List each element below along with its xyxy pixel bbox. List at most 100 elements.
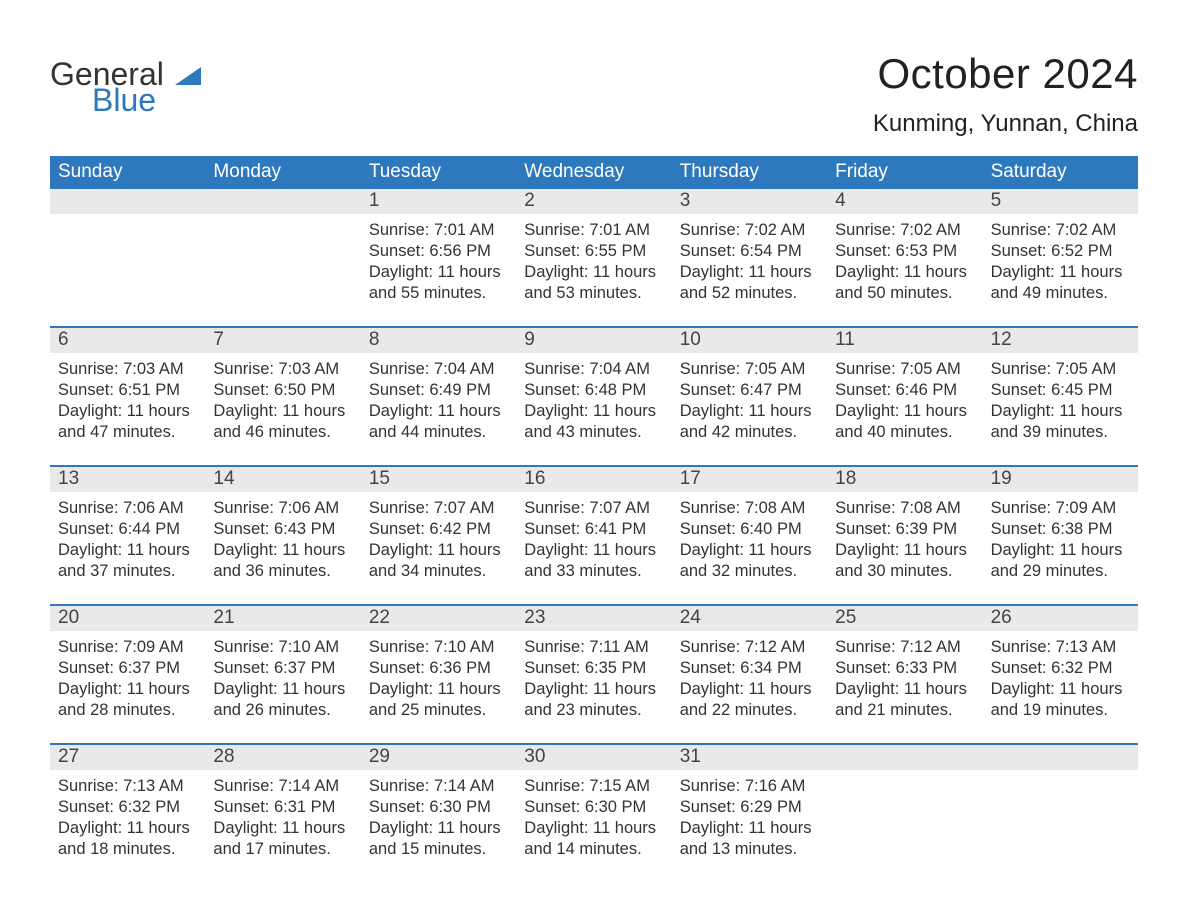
weekday-header: Saturday — [983, 156, 1138, 189]
day-number: 6 — [50, 328, 205, 353]
sunrise-line: Sunrise: 7:02 AM — [835, 220, 974, 241]
sunrise-line: Sunrise: 7:06 AM — [213, 498, 352, 519]
weeks-container: 12345Sunrise: 7:01 AMSunset: 6:56 PMDayl… — [50, 189, 1138, 866]
day-cell: Sunrise: 7:13 AMSunset: 6:32 PMDaylight:… — [50, 770, 205, 866]
day-number: 19 — [983, 467, 1138, 492]
daylight-line: Daylight: 11 hours and 18 minutes. — [58, 818, 197, 860]
sunrise-line: Sunrise: 7:09 AM — [58, 637, 197, 658]
day-number: 10 — [672, 328, 827, 353]
day-number: 29 — [361, 745, 516, 770]
sunrise-line: Sunrise: 7:07 AM — [369, 498, 508, 519]
daylight-line: Daylight: 11 hours and 23 minutes. — [524, 679, 663, 721]
sunset-line: Sunset: 6:40 PM — [680, 519, 819, 540]
sunrise-line: Sunrise: 7:13 AM — [991, 637, 1130, 658]
day-cell: Sunrise: 7:02 AMSunset: 6:54 PMDaylight:… — [672, 214, 827, 310]
weekday-header: Sunday — [50, 156, 205, 189]
day-number — [827, 745, 982, 770]
daylight-line: Daylight: 11 hours and 46 minutes. — [213, 401, 352, 443]
day-number: 14 — [205, 467, 360, 492]
logo-mark-icon — [175, 63, 201, 85]
day-cell: Sunrise: 7:13 AMSunset: 6:32 PMDaylight:… — [983, 631, 1138, 727]
daylight-line: Daylight: 11 hours and 22 minutes. — [680, 679, 819, 721]
day-number: 3 — [672, 189, 827, 214]
calendar-week: 20212223242526Sunrise: 7:09 AMSunset: 6:… — [50, 604, 1138, 727]
daylight-line: Daylight: 11 hours and 17 minutes. — [213, 818, 352, 860]
sunset-line: Sunset: 6:42 PM — [369, 519, 508, 540]
sunset-line: Sunset: 6:52 PM — [991, 241, 1130, 262]
daylight-line: Daylight: 11 hours and 13 minutes. — [680, 818, 819, 860]
sunset-line: Sunset: 6:33 PM — [835, 658, 974, 679]
day-cell: Sunrise: 7:06 AMSunset: 6:43 PMDaylight:… — [205, 492, 360, 588]
day-number: 26 — [983, 606, 1138, 631]
daylight-line: Daylight: 11 hours and 21 minutes. — [835, 679, 974, 721]
location: Kunming, Yunnan, China — [873, 110, 1138, 138]
sunrise-line: Sunrise: 7:07 AM — [524, 498, 663, 519]
sunrise-line: Sunrise: 7:03 AM — [58, 359, 197, 380]
day-cell: Sunrise: 7:06 AMSunset: 6:44 PMDaylight:… — [50, 492, 205, 588]
daylight-line: Daylight: 11 hours and 15 minutes. — [369, 818, 508, 860]
day-number: 9 — [516, 328, 671, 353]
day-number: 4 — [827, 189, 982, 214]
day-cell — [983, 770, 1138, 866]
logo-text-bottom: Blue — [92, 84, 201, 116]
day-cell: Sunrise: 7:16 AMSunset: 6:29 PMDaylight:… — [672, 770, 827, 866]
daylight-line: Daylight: 11 hours and 25 minutes. — [369, 679, 508, 721]
day-cell: Sunrise: 7:04 AMSunset: 6:48 PMDaylight:… — [516, 353, 671, 449]
day-cell: Sunrise: 7:03 AMSunset: 6:51 PMDaylight:… — [50, 353, 205, 449]
sunrise-line: Sunrise: 7:08 AM — [835, 498, 974, 519]
day-cell: Sunrise: 7:02 AMSunset: 6:53 PMDaylight:… — [827, 214, 982, 310]
sunset-line: Sunset: 6:45 PM — [991, 380, 1130, 401]
daylight-line: Daylight: 11 hours and 52 minutes. — [680, 262, 819, 304]
daylight-line: Daylight: 11 hours and 50 minutes. — [835, 262, 974, 304]
page-title: October 2024 — [873, 50, 1138, 98]
sunrise-line: Sunrise: 7:12 AM — [835, 637, 974, 658]
daylight-line: Daylight: 11 hours and 28 minutes. — [58, 679, 197, 721]
sunrise-line: Sunrise: 7:03 AM — [213, 359, 352, 380]
day-cell: Sunrise: 7:14 AMSunset: 6:30 PMDaylight:… — [361, 770, 516, 866]
calendar-week: 6789101112Sunrise: 7:03 AMSunset: 6:51 P… — [50, 326, 1138, 449]
day-cell — [827, 770, 982, 866]
daylight-line: Daylight: 11 hours and 55 minutes. — [369, 262, 508, 304]
sunset-line: Sunset: 6:49 PM — [369, 380, 508, 401]
weekday-header: Friday — [827, 156, 982, 189]
day-number: 24 — [672, 606, 827, 631]
sunset-line: Sunset: 6:53 PM — [835, 241, 974, 262]
daylight-line: Daylight: 11 hours and 47 minutes. — [58, 401, 197, 443]
day-cell: Sunrise: 7:07 AMSunset: 6:41 PMDaylight:… — [516, 492, 671, 588]
sunset-line: Sunset: 6:30 PM — [369, 797, 508, 818]
sunrise-line: Sunrise: 7:15 AM — [524, 776, 663, 797]
sunrise-line: Sunrise: 7:10 AM — [213, 637, 352, 658]
day-cell: Sunrise: 7:03 AMSunset: 6:50 PMDaylight:… — [205, 353, 360, 449]
day-number: 1 — [361, 189, 516, 214]
day-cell — [50, 214, 205, 310]
sunrise-line: Sunrise: 7:05 AM — [991, 359, 1130, 380]
daylight-line: Daylight: 11 hours and 32 minutes. — [680, 540, 819, 582]
day-cell — [205, 214, 360, 310]
daylight-line: Daylight: 11 hours and 29 minutes. — [991, 540, 1130, 582]
sunset-line: Sunset: 6:35 PM — [524, 658, 663, 679]
day-cell: Sunrise: 7:09 AMSunset: 6:38 PMDaylight:… — [983, 492, 1138, 588]
weekday-header: Monday — [205, 156, 360, 189]
daynum-row: 12345 — [50, 189, 1138, 214]
day-cell: Sunrise: 7:02 AMSunset: 6:52 PMDaylight:… — [983, 214, 1138, 310]
day-number — [205, 189, 360, 214]
sunrise-line: Sunrise: 7:06 AM — [58, 498, 197, 519]
sunset-line: Sunset: 6:44 PM — [58, 519, 197, 540]
day-cell: Sunrise: 7:11 AMSunset: 6:35 PMDaylight:… — [516, 631, 671, 727]
sunset-line: Sunset: 6:50 PM — [213, 380, 352, 401]
day-cell: Sunrise: 7:14 AMSunset: 6:31 PMDaylight:… — [205, 770, 360, 866]
sunset-line: Sunset: 6:32 PM — [991, 658, 1130, 679]
day-cell: Sunrise: 7:12 AMSunset: 6:34 PMDaylight:… — [672, 631, 827, 727]
sunrise-line: Sunrise: 7:09 AM — [991, 498, 1130, 519]
sunset-line: Sunset: 6:55 PM — [524, 241, 663, 262]
daylight-line: Daylight: 11 hours and 40 minutes. — [835, 401, 974, 443]
daylight-line: Daylight: 11 hours and 34 minutes. — [369, 540, 508, 582]
sunrise-line: Sunrise: 7:05 AM — [835, 359, 974, 380]
daylight-line: Daylight: 11 hours and 44 minutes. — [369, 401, 508, 443]
sunrise-line: Sunrise: 7:05 AM — [680, 359, 819, 380]
day-cell: Sunrise: 7:07 AMSunset: 6:42 PMDaylight:… — [361, 492, 516, 588]
sunrise-line: Sunrise: 7:10 AM — [369, 637, 508, 658]
day-number: 30 — [516, 745, 671, 770]
sunset-line: Sunset: 6:38 PM — [991, 519, 1130, 540]
day-number: 23 — [516, 606, 671, 631]
